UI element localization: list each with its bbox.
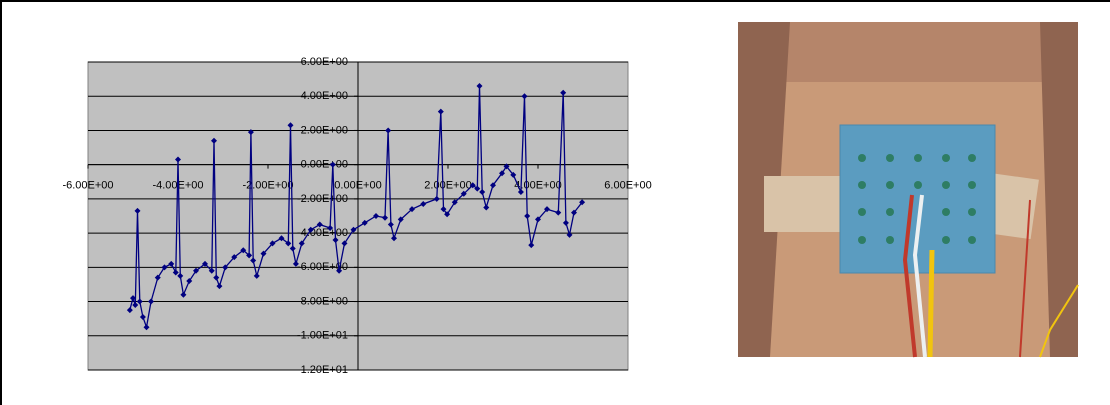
x-tick-label: 6.00E+00	[604, 180, 651, 192]
x-tick-label: 0.00E+00	[334, 180, 381, 192]
y-tick-label: -1.20E+01	[297, 364, 348, 376]
x-tick-label: 2.00E+00	[424, 180, 471, 192]
y-tick-label: -8.00E+00	[297, 295, 348, 307]
x-tick-label: -6.00E+00	[62, 180, 113, 192]
photo	[738, 22, 1078, 357]
y-tick-label: 4.00E+00	[301, 90, 348, 102]
y-tick-label: -1.00E+01	[297, 330, 348, 342]
y-tick-label: 2.00E+00	[301, 124, 348, 136]
y-tick-label: 6.00E+00	[301, 56, 348, 68]
y-tick-label: -4.00E+00	[297, 227, 348, 239]
y-tick-label: -2.00E+00	[297, 193, 348, 205]
slide: 6.00E+00 4.00E+00 2.00E+00 0.00E+00-2.00E+0…	[0, 0, 1110, 405]
wire	[930, 250, 932, 357]
